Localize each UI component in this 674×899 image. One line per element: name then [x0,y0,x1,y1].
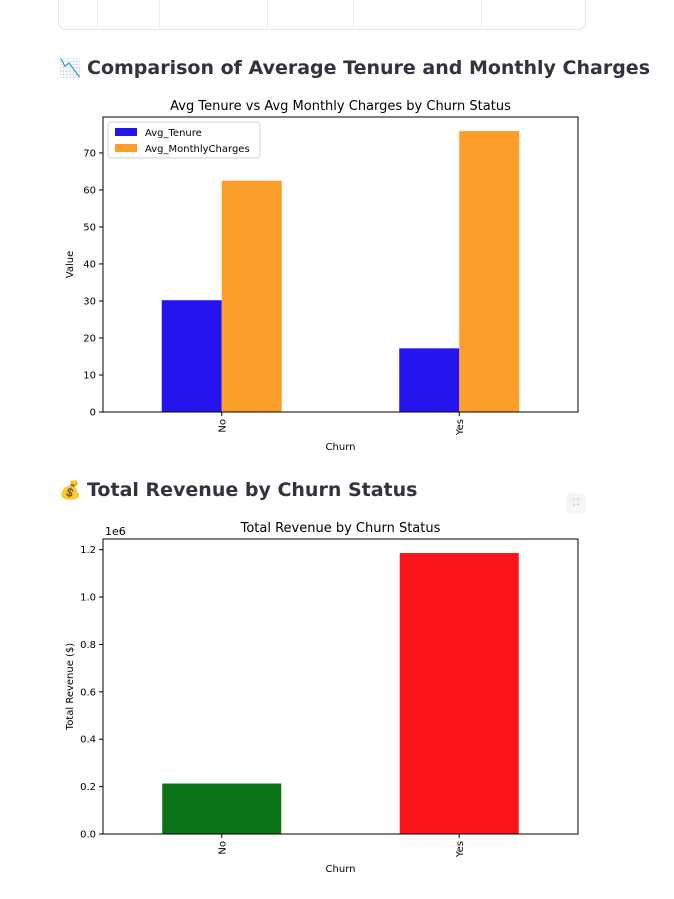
bar-avg-monthlycharges [221,180,282,412]
y-tick-label: 1.2 [80,545,96,556]
axis-offset-label: 1e6 [105,525,126,538]
plot-frame [102,538,579,835]
chart-title: Avg Tenure vs Avg Monthly Charges by Chu… [170,99,511,114]
plot-frame [102,116,579,413]
y-tick-label: 30 [83,296,96,307]
avg-tenure-charges-chart: Avg Tenure vs Avg Monthly Charges by Chu… [65,99,579,453]
x-axis-label: Churn [326,442,356,453]
section-heading-comparison: 📉 Comparison of Average Tenure and Month… [59,57,650,79]
data-table-bottom [58,0,586,30]
y-tick-label: 0 [90,408,96,419]
bar-avg-tenure [399,348,460,412]
section-heading-text: Comparison of Average Tenure and Monthly… [87,57,651,79]
y-axis-label: Value [65,251,76,278]
legend-label: Avg_MonthlyCharges [145,144,250,155]
x-tick-label: Yes [455,841,466,858]
bar-avg-monthlycharges [459,131,520,412]
bar [399,552,519,834]
chart-decreasing-icon: 📉 [59,57,82,79]
x-tick-label: No [217,841,228,855]
y-tick-label: 0.0 [80,830,96,841]
total-revenue-chart: Total Revenue by Churn Status 0.0 0.2 0.4 0.… [65,521,579,875]
x-axis-label: Churn [326,864,356,875]
x-tick-label: No [217,419,228,433]
x-tick-label: Yes [455,419,466,436]
legend-label: Avg_Tenure [145,128,202,139]
bar-avg-tenure [161,300,222,412]
y-tick-label: 0.8 [80,640,96,651]
y-tick-label: 0.6 [80,687,96,698]
y-tick-label: 70 [83,148,96,159]
legend-swatch [115,128,137,136]
fullscreen-icon[interactable]: ⛶ [566,493,586,513]
y-tick-label: 20 [83,333,96,344]
y-axis-label: Total Revenue ($) [65,643,76,732]
bar [162,783,282,834]
y-tick-label: 10 [83,370,96,381]
legend-swatch [115,144,137,152]
y-tick-label: 0.4 [80,735,96,746]
y-tick-label: 1.0 [80,593,96,604]
legend-box [107,121,261,159]
section-heading-text: Total Revenue by Churn Status [87,479,418,501]
section-heading-revenue: 💰 Total Revenue by Churn Status [59,479,417,501]
y-tick-label: 0.2 [80,782,96,793]
y-tick-label: 60 [83,185,96,196]
money-bag-icon: 💰 [59,479,82,501]
y-tick-label: 40 [83,259,96,270]
y-tick-label: 50 [83,222,96,233]
chart-title: Total Revenue by Churn Status [240,521,441,536]
